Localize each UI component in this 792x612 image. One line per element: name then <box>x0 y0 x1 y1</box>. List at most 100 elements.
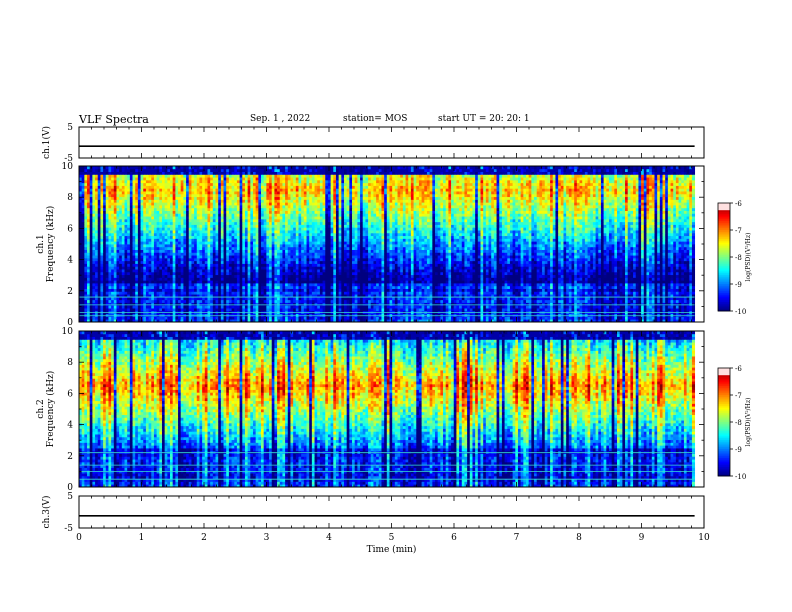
spectrogram-cell <box>247 294 251 298</box>
spectrogram-cell <box>456 308 460 312</box>
spectrogram-cell <box>654 302 658 306</box>
spectrogram-cell <box>121 271 125 276</box>
spectrogram-cell <box>199 296 203 301</box>
spectrogram-cell <box>691 274 696 278</box>
spectrogram-cell <box>469 296 473 301</box>
spectrogram-cell <box>346 308 350 312</box>
spectrogram-cell <box>223 299 227 303</box>
spectrogram-cell <box>654 274 658 278</box>
spectrogram-cell <box>686 319 690 323</box>
spectrogram-cell <box>453 313 457 317</box>
spectrogram-cell <box>448 316 452 320</box>
spectrogram-cell <box>172 277 176 281</box>
spectrogram-cell <box>429 305 433 309</box>
spectrogram-cell <box>627 294 631 298</box>
spectrogram-cell <box>515 277 519 281</box>
spectrogram-cell <box>113 319 117 323</box>
spectrogram-cell <box>108 291 112 295</box>
spectrogram-cell <box>675 302 679 306</box>
spectrogram-cell <box>285 316 289 320</box>
spectrogram-cell <box>678 266 682 270</box>
spectrogram-cell <box>606 316 610 320</box>
spectrogram-cell <box>547 296 551 301</box>
spectrogram-cell <box>477 269 481 273</box>
spectrogram-cell <box>550 285 554 289</box>
spectrogram-cell <box>215 260 219 264</box>
spectrogram-cell <box>306 274 310 278</box>
spectrogram-cell <box>453 266 457 270</box>
spectrogram-cell <box>135 291 139 295</box>
spectrogram-cell <box>309 283 313 287</box>
spectrogram-cell <box>670 305 674 309</box>
spectrogram-cell <box>464 269 468 273</box>
spectrogram-cell <box>207 277 211 281</box>
spectrogram-cell <box>282 277 286 281</box>
spectrogram-cell <box>657 294 661 298</box>
spectrogram-cell <box>103 277 107 281</box>
spectrogram-cell <box>448 266 452 270</box>
spectrogram-cell <box>469 291 473 295</box>
spectrogram-cell <box>236 288 240 292</box>
spectrogram-cell <box>408 319 412 323</box>
spectrogram-cell <box>376 260 380 264</box>
spectrogram-cell <box>410 313 414 317</box>
spectrogram-cell <box>84 274 88 278</box>
spectrogram-cell <box>491 274 495 278</box>
spectrogram-cell <box>330 296 334 301</box>
spectrogram-cell <box>416 296 420 301</box>
spectrogram-cell <box>675 285 679 289</box>
spectrogram-cell <box>269 269 273 273</box>
spectrogram-cell <box>151 277 155 281</box>
spectrogram-cell <box>301 280 305 284</box>
spectrogram-cell <box>493 277 497 281</box>
spectrogram-cell <box>448 271 452 276</box>
spectrogram-cell <box>590 280 594 284</box>
spectrogram-cell <box>558 271 562 276</box>
spectrogram-cell <box>153 299 158 303</box>
spectrogram-cell <box>164 313 168 317</box>
spectrogram-cell <box>231 291 235 295</box>
spectrogram-cell <box>79 266 83 270</box>
spectrogram-cell <box>574 308 578 312</box>
spectrogram-cell <box>686 305 690 309</box>
spectrogram-cell <box>496 296 500 301</box>
spectrogram-cell <box>574 271 578 276</box>
spectrogram-cell <box>397 296 401 301</box>
spectrogram-cell <box>236 263 240 267</box>
spectrogram-cell <box>250 280 254 284</box>
spectrogram-cell <box>400 274 404 278</box>
spectrogram-cell <box>523 271 527 276</box>
spectrogram-cell <box>119 313 123 317</box>
spectrogram-cell <box>635 280 639 284</box>
spectrogram-cell <box>590 283 594 287</box>
spectrogram-cell <box>220 271 224 276</box>
spectrogram-cell <box>659 263 663 267</box>
spectrogram-cell <box>467 274 471 278</box>
spectrogram-cell <box>119 266 123 270</box>
spectrogram-cell <box>670 294 674 298</box>
spectrogram-cell <box>641 291 645 295</box>
spectrogram-cell <box>317 283 321 287</box>
spectrogram-cell <box>662 302 666 306</box>
spectrogram-cell <box>550 271 554 276</box>
spectrogram-cell <box>670 263 674 267</box>
spectrogram-cell <box>571 305 575 309</box>
spectrogram-cell <box>512 305 516 309</box>
spectrogram-cell <box>590 263 594 267</box>
spectrogram-cell <box>151 313 155 317</box>
spectrogram-cell <box>140 260 144 264</box>
spectrogram-cell <box>555 302 559 306</box>
spectrogram-cell <box>405 305 409 309</box>
spectrogram-cell <box>319 283 323 287</box>
spectrogram-cell <box>434 296 439 301</box>
spectrogram-cell <box>464 266 468 270</box>
spectrogram-cell <box>459 260 463 264</box>
spectrogram-cell <box>617 313 621 317</box>
spectrogram-cell <box>675 288 679 292</box>
spectrogram-cell <box>501 263 505 267</box>
spectrogram-cell <box>376 266 380 270</box>
spectrogram-cell <box>670 319 674 323</box>
spectrogram-cell <box>595 277 599 281</box>
spectrogram-cell <box>571 280 575 284</box>
spectrogram-cell <box>622 291 626 295</box>
